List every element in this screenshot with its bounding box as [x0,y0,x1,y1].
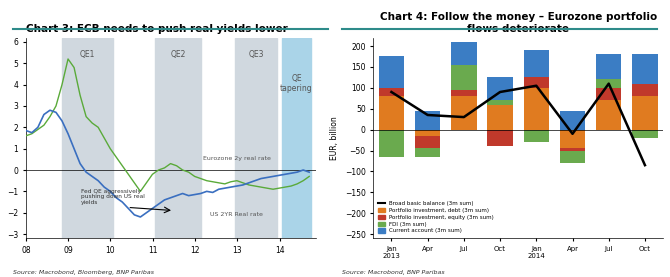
Bar [560,148,585,150]
Bar [560,130,585,148]
Bar [379,96,404,130]
Bar [632,84,658,96]
Text: QE2: QE2 [170,50,186,60]
Title: Chart 4: Follow the money – Eurozone portfolio
flows deteriorate: Chart 4: Follow the money – Eurozone por… [380,12,657,34]
Bar [487,104,513,130]
Bar [560,150,585,163]
Text: Chart 3: ECB needs to push real yields lower: Chart 3: ECB needs to push real yields l… [26,24,287,34]
Y-axis label: EUR, billion: EUR, billion [330,116,339,160]
Bar [415,111,440,130]
Bar [451,42,476,65]
Bar [487,77,513,100]
Bar [524,130,549,142]
Bar [451,90,476,96]
Text: Fed QE aggressively
pushing down US real
yields: Fed QE aggressively pushing down US real… [81,189,145,205]
Text: QE3: QE3 [249,50,264,60]
Bar [235,38,277,238]
Bar [379,57,404,88]
Bar [487,100,513,104]
Bar [415,148,440,157]
Text: QE1: QE1 [80,50,95,60]
Text: Source: Macrobond, Bloomberg, BNP Paribas: Source: Macrobond, Bloomberg, BNP Pariba… [13,270,154,275]
Bar [524,77,549,88]
Bar [596,79,621,88]
Bar [524,50,549,77]
Legend: Broad basic balance (3m sum), Portfolio investment, debt (3m sum), Portfolio inv: Broad basic balance (3m sum), Portfolio … [376,199,496,235]
Bar [487,130,513,146]
Text: Source: Macrobond, BNP Paribas: Source: Macrobond, BNP Paribas [342,270,444,275]
Bar [596,88,621,100]
Bar [596,100,621,130]
Bar [632,96,658,130]
Bar [451,96,476,130]
Bar [62,38,113,238]
Bar [281,38,312,238]
Bar [560,111,585,130]
Text: QE
tapering: QE tapering [280,74,313,93]
Bar [632,54,658,84]
Bar [379,88,404,96]
Bar [379,130,404,157]
Bar [155,38,202,238]
Bar [451,65,476,90]
Text: US 2YR Real rate: US 2YR Real rate [210,212,263,217]
Bar [415,136,440,148]
Bar [632,130,658,138]
Bar [596,54,621,79]
Bar [524,88,549,130]
Text: Eurozone 2y real rate: Eurozone 2y real rate [204,157,271,161]
Bar [415,130,440,136]
